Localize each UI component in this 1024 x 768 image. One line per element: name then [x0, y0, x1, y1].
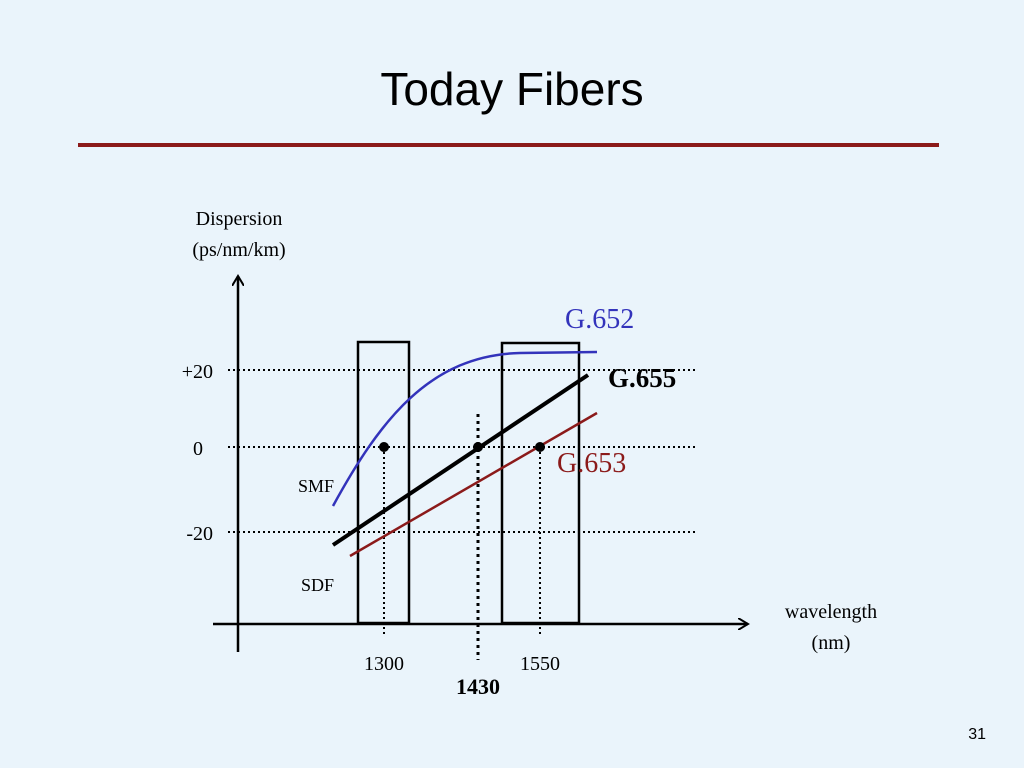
sdf-label: SDF [301, 575, 334, 595]
x-tick-1300: 1300 [364, 653, 404, 675]
g655-line [331, 373, 590, 547]
y-tick-zero: 0 [193, 438, 203, 460]
x-axis-label-line1: wavelength [785, 601, 877, 623]
y-tick-plus20: +20 [182, 361, 213, 383]
page-number: 31 [968, 726, 986, 743]
g655-label: G.655 [608, 363, 676, 393]
smf-label: SMF [298, 476, 334, 496]
g652-curve [331, 350, 598, 507]
g653-line [349, 411, 598, 558]
x-tick-1430: 1430 [456, 674, 500, 699]
g653-label: G.653 [557, 448, 626, 479]
zero-point-1550 [535, 442, 545, 452]
x-axis-label-line2: (nm) [812, 632, 851, 654]
title-divider [78, 143, 939, 147]
zero-point-1300 [379, 442, 389, 452]
y-axis-label-line1: Dispersion [196, 208, 283, 230]
y-axis-label-line2: (ps/nm/km) [192, 239, 285, 261]
y-tick-minus20: -20 [186, 523, 213, 545]
x-tick-1550: 1550 [520, 653, 560, 675]
slide-title: Today Fibers [380, 63, 644, 115]
zero-point-1430 [473, 442, 483, 452]
g652-label: G.652 [565, 304, 634, 335]
